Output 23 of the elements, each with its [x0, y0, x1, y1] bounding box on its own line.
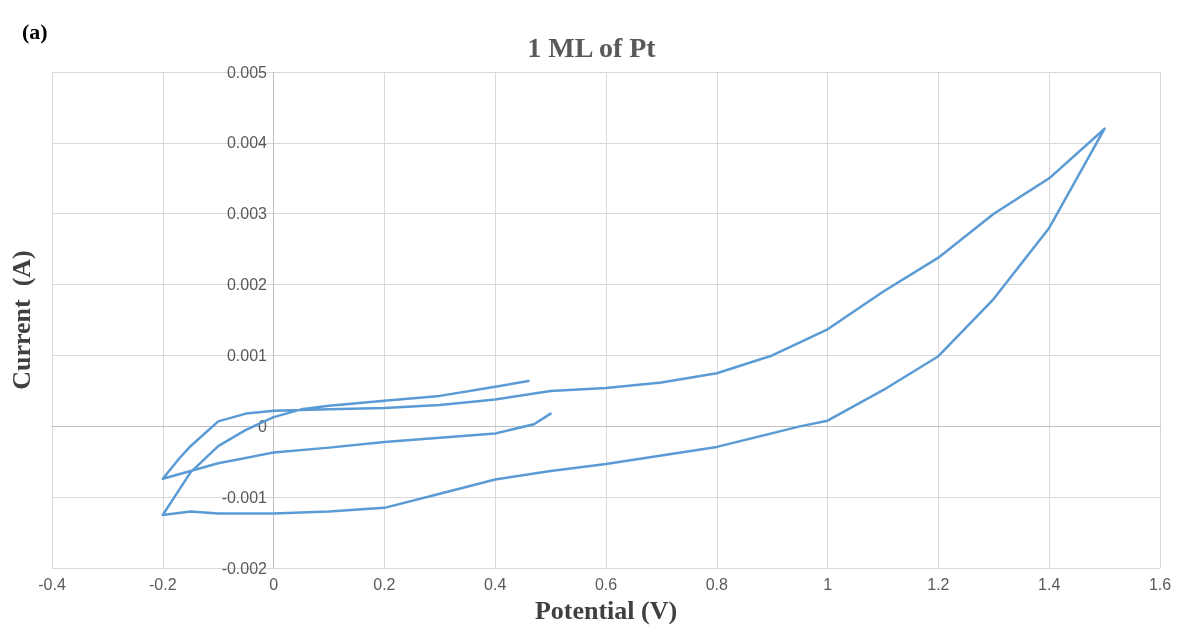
y-axis-title: Current (A) [6, 250, 36, 390]
text: (a) [22, 18, 48, 44]
y-tick-label: 0.004 [226, 134, 268, 152]
line-series [161, 127, 1106, 517]
chart-title: 1 ML of Pt [527, 31, 657, 63]
y-tick-label: -0.002 [221, 559, 268, 577]
x-tick-label: 0.2 [373, 575, 396, 593]
x-tick-label: 1 [823, 575, 833, 593]
x-tick-label: 0.4 [484, 575, 507, 593]
x-tick-label: 1.6 [1148, 575, 1172, 593]
y-tick-label: -0.001 [221, 488, 268, 506]
x-tick-label: -0.2 [149, 575, 177, 593]
y-tick-label: 0.003 [226, 205, 268, 223]
x-tick-label: -0.4 [38, 575, 66, 593]
y-tick-label: 0.002 [226, 276, 268, 294]
y-tick-label: 0.005 [226, 63, 268, 81]
y-tick-label: 0.001 [226, 346, 268, 364]
x-axis-title: Potential (V) [534, 595, 678, 625]
x-tick-label: 1.2 [927, 575, 950, 593]
x-tick-label: 0.8 [705, 575, 729, 593]
x-tick-label: 0 [269, 575, 279, 593]
x-tick-label: 0.6 [594, 575, 618, 593]
x-tick-label: 1.4 [1038, 575, 1061, 593]
